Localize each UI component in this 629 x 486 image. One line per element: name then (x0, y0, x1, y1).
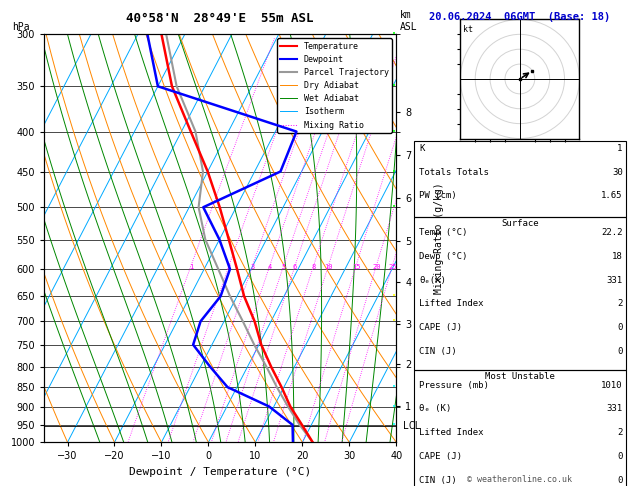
Text: 2: 2 (617, 299, 623, 309)
Text: Mixing Ratio (g/kg): Mixing Ratio (g/kg) (434, 182, 444, 294)
Text: 20: 20 (372, 264, 381, 270)
Text: 331: 331 (606, 404, 623, 414)
Text: 1: 1 (189, 264, 193, 270)
Text: Temp (°C): Temp (°C) (419, 228, 467, 237)
Text: θₑ(K): θₑ(K) (419, 276, 446, 285)
Text: K: K (419, 144, 425, 153)
Text: 20.06.2024  06GMT  (Base: 18): 20.06.2024 06GMT (Base: 18) (429, 12, 611, 22)
Text: PW (cm): PW (cm) (419, 191, 457, 201)
Text: •: • (392, 169, 396, 174)
Text: •: • (392, 83, 396, 89)
Text: hPa: hPa (13, 21, 30, 32)
Text: •: • (392, 422, 396, 428)
Text: 30: 30 (612, 168, 623, 177)
Text: LCL: LCL (403, 420, 421, 431)
Text: Most Unstable: Most Unstable (485, 372, 555, 381)
Text: CAPE (J): CAPE (J) (419, 323, 462, 332)
Text: 2: 2 (617, 428, 623, 437)
Text: 1: 1 (617, 144, 623, 153)
Text: 22.2: 22.2 (601, 228, 623, 237)
Text: •: • (392, 129, 396, 135)
Text: 8: 8 (311, 264, 316, 270)
Text: CIN (J): CIN (J) (419, 347, 457, 356)
Text: Surface: Surface (501, 219, 538, 228)
Text: 6: 6 (293, 264, 297, 270)
Text: •: • (392, 384, 396, 390)
Text: 0: 0 (617, 323, 623, 332)
Text: Lifted Index: Lifted Index (419, 299, 484, 309)
Text: © weatheronline.co.uk: © weatheronline.co.uk (467, 474, 572, 484)
Text: •: • (392, 204, 396, 210)
Text: km
ASL: km ASL (399, 10, 417, 32)
Text: 10: 10 (324, 264, 333, 270)
Text: •: • (392, 31, 396, 37)
Text: 2: 2 (227, 264, 231, 270)
Text: 15: 15 (352, 264, 360, 270)
Text: 25: 25 (388, 264, 397, 270)
Text: 1010: 1010 (601, 381, 623, 390)
Text: 5: 5 (281, 264, 286, 270)
Text: Dewp (°C): Dewp (°C) (419, 252, 467, 261)
Text: 18: 18 (612, 252, 623, 261)
Text: •: • (392, 318, 396, 324)
Text: CAPE (J): CAPE (J) (419, 452, 462, 461)
Text: 331: 331 (606, 276, 623, 285)
Text: 3: 3 (250, 264, 255, 270)
Text: 0: 0 (617, 476, 623, 485)
Legend: Temperature, Dewpoint, Parcel Trajectory, Dry Adiabat, Wet Adiabat, Isotherm, Mi: Temperature, Dewpoint, Parcel Trajectory… (277, 38, 392, 133)
Text: •: • (392, 293, 396, 299)
Text: 0: 0 (617, 347, 623, 356)
Text: Totals Totals: Totals Totals (419, 168, 489, 177)
Text: 4: 4 (268, 264, 272, 270)
Text: CIN (J): CIN (J) (419, 476, 457, 485)
Text: 1.65: 1.65 (601, 191, 623, 201)
Text: Lifted Index: Lifted Index (419, 428, 484, 437)
Text: Pressure (mb): Pressure (mb) (419, 381, 489, 390)
Text: kt: kt (464, 25, 473, 35)
Text: 40°58'N  28°49'E  55m ASL: 40°58'N 28°49'E 55m ASL (126, 12, 314, 25)
Text: •: • (392, 403, 396, 410)
Text: θₑ (K): θₑ (K) (419, 404, 451, 414)
X-axis label: Dewpoint / Temperature (°C): Dewpoint / Temperature (°C) (129, 467, 311, 477)
Text: 0: 0 (617, 452, 623, 461)
